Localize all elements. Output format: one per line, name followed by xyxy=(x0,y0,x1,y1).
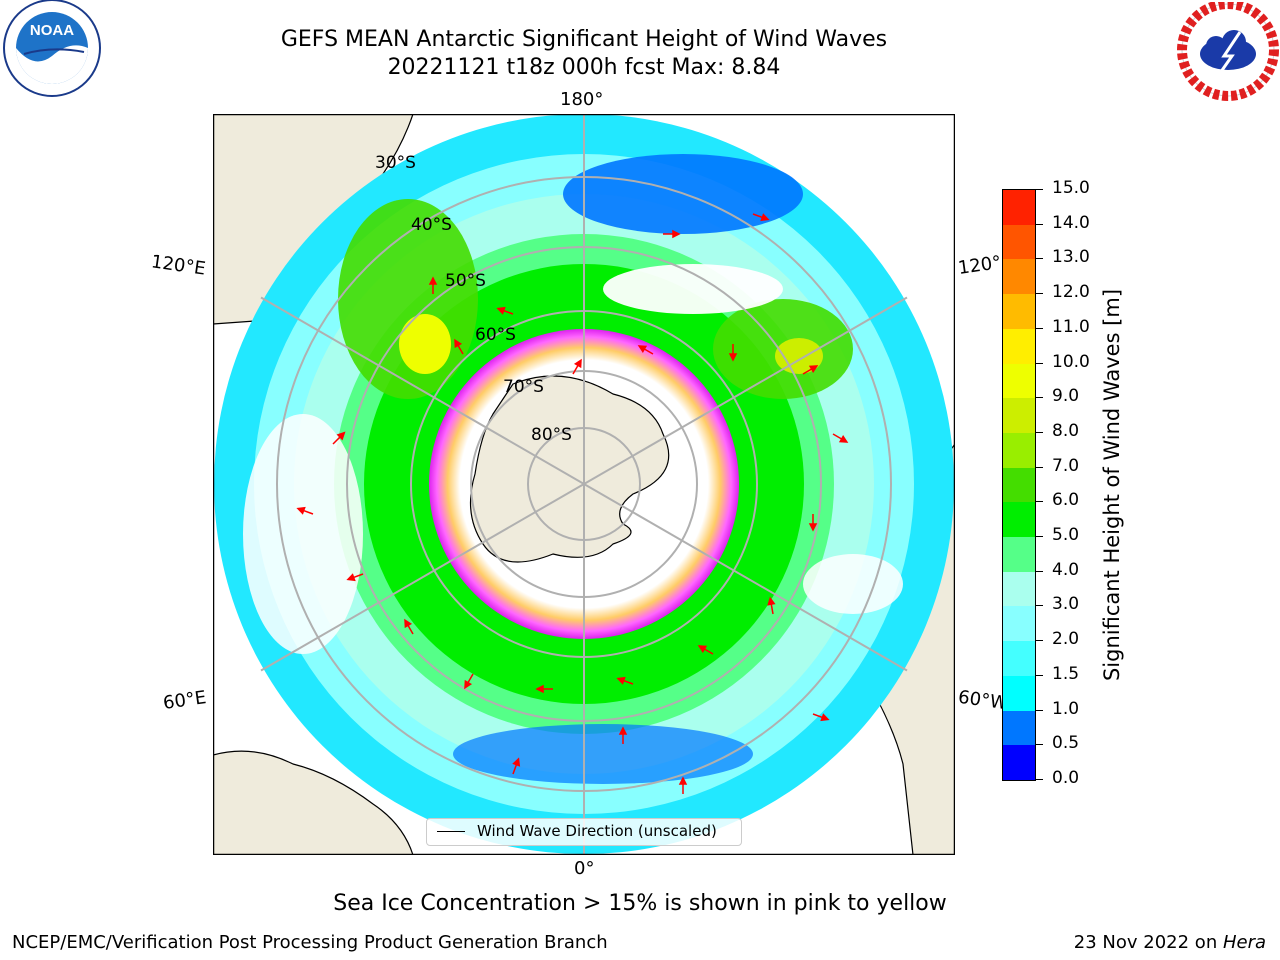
colorbar-tick-mark xyxy=(1035,466,1043,468)
colorbar-tick-mark xyxy=(1035,397,1043,399)
colorbar-tick-label: 1.0 xyxy=(1052,698,1080,719)
colorbar-segment xyxy=(1003,502,1035,538)
map-legend: Wind Wave Direction (unscaled) xyxy=(426,818,742,846)
lat-label-40s: 40°S xyxy=(411,215,452,235)
colorbar-tick-mark xyxy=(1035,709,1043,711)
colorbar-segment xyxy=(1003,432,1035,468)
lat-label-70s: 70°S xyxy=(503,377,544,397)
colorbar-tick-label: 9.0 xyxy=(1052,386,1080,407)
colorbar-tick-mark xyxy=(1035,189,1043,190)
colorbar-segment xyxy=(1003,363,1035,399)
colorbar-tick-label: 8.0 xyxy=(1052,420,1080,441)
colorbar-segment xyxy=(1003,641,1035,676)
colorbar-tick-mark xyxy=(1035,362,1043,364)
colorbar-tick-mark xyxy=(1035,223,1043,225)
noaa-logo-icon: NOAA xyxy=(3,0,101,97)
colorbar-tick-mark xyxy=(1035,744,1043,746)
colorbar-tick-label: 13.0 xyxy=(1052,247,1090,268)
map-title: GEFS MEAN Antarctic Significant Height o… xyxy=(280,27,888,52)
sea-ice-note: Sea Ice Concentration > 15% is shown in … xyxy=(333,891,947,916)
footer-date-text: 23 Nov 2022 on xyxy=(1073,932,1223,953)
colorbar-tick-label: 15.0 xyxy=(1052,178,1090,198)
wind-wave-arrows xyxy=(296,213,849,794)
lon-label-120e: 120°E xyxy=(149,251,207,280)
colorbar-segment xyxy=(1003,190,1035,225)
colorbar-segment xyxy=(1003,467,1035,503)
noaa-logo-text: NOAA xyxy=(30,22,74,39)
colorbar-tick-label: 2.0 xyxy=(1052,629,1080,650)
colorbar-tick-label: 1.5 xyxy=(1052,663,1080,684)
colorbar-tick-mark xyxy=(1035,293,1043,295)
footer-date: 23 Nov 2022 on Hera xyxy=(1074,932,1266,953)
colorbar-tick-label: 7.0 xyxy=(1052,455,1080,476)
colorbar-tick-label: 14.0 xyxy=(1052,212,1090,233)
lat-label-50s: 50°S xyxy=(445,271,486,291)
colorbar-tick-mark xyxy=(1035,327,1043,329)
antarctica-landmass xyxy=(469,375,670,563)
colorbar-segment xyxy=(1003,710,1035,746)
colorbar-tick-label: 11.0 xyxy=(1052,316,1090,337)
colorbar-segment xyxy=(1003,328,1035,364)
colorbar-tick-label: 0.0 xyxy=(1052,768,1080,788)
colorbar-segment xyxy=(1003,606,1035,642)
colorbar-tick-mark xyxy=(1035,605,1043,607)
colorbar-tick-mark xyxy=(1035,570,1043,572)
colorbar-tick-mark xyxy=(1035,536,1043,538)
colorbar-tick-label: 0.5 xyxy=(1052,733,1080,754)
polar-map: 30°S 40°S 50°S 60°S 70°S 80°S Wind Wave … xyxy=(213,114,955,855)
colorbar-segment xyxy=(1003,259,1035,295)
colorbar-segment xyxy=(1003,224,1035,260)
footer-host: Hera xyxy=(1222,932,1266,953)
colorbar-segment xyxy=(1003,571,1035,607)
colorbar-tick-label: 12.0 xyxy=(1052,282,1090,303)
colorbar-segment xyxy=(1003,745,1035,780)
legend-label: Wind Wave Direction (unscaled) xyxy=(477,822,717,840)
lat-label-30s: 30°S xyxy=(375,153,416,173)
colorbar-label: Significant Height of Wind Waves [m] xyxy=(1100,288,1124,682)
colorbar-segment xyxy=(1003,537,1035,572)
colorbar-tick-label: 3.0 xyxy=(1052,594,1080,615)
lon-label-60e: 60°E xyxy=(161,687,208,714)
colorbar-tick-label: 6.0 xyxy=(1052,490,1080,511)
colorbar-tick-label: 10.0 xyxy=(1052,351,1090,372)
lat-label-60s: 60°S xyxy=(475,325,516,345)
colorbar-tick-label: 5.0 xyxy=(1052,525,1080,546)
africa-landmass xyxy=(213,750,414,855)
lat-label-80s: 80°S xyxy=(531,425,572,445)
colorbar-tick-mark xyxy=(1035,431,1043,433)
colorbar-segment xyxy=(1003,294,1035,329)
footer-credit: NCEP/EMC/Verification Post Processing Pr… xyxy=(12,932,608,953)
colorbar-tick-mark xyxy=(1035,779,1043,780)
colorbar-tick-mark xyxy=(1035,640,1043,642)
lon-label-180: 180° xyxy=(560,89,604,110)
colorbar-segment xyxy=(1003,398,1035,433)
national-weather-service-logo-icon xyxy=(1177,2,1279,101)
colorbar xyxy=(1002,189,1036,781)
high-wave-patch-southwest xyxy=(338,199,478,399)
colorbar-segment xyxy=(1003,675,1035,711)
colorbar-tick-mark xyxy=(1035,501,1043,503)
colorbar-tick-mark xyxy=(1035,258,1043,260)
colorbar-tick-label: 4.0 xyxy=(1052,559,1080,580)
legend-line-swatch xyxy=(437,831,465,832)
lon-label-120w: 120° xyxy=(956,252,1003,279)
colorbar-tick-mark xyxy=(1035,674,1043,676)
map-subtitle: 20221121 t18z 000h fcst Max: 8.84 xyxy=(387,55,781,80)
lon-label-0: 0° xyxy=(574,858,595,879)
